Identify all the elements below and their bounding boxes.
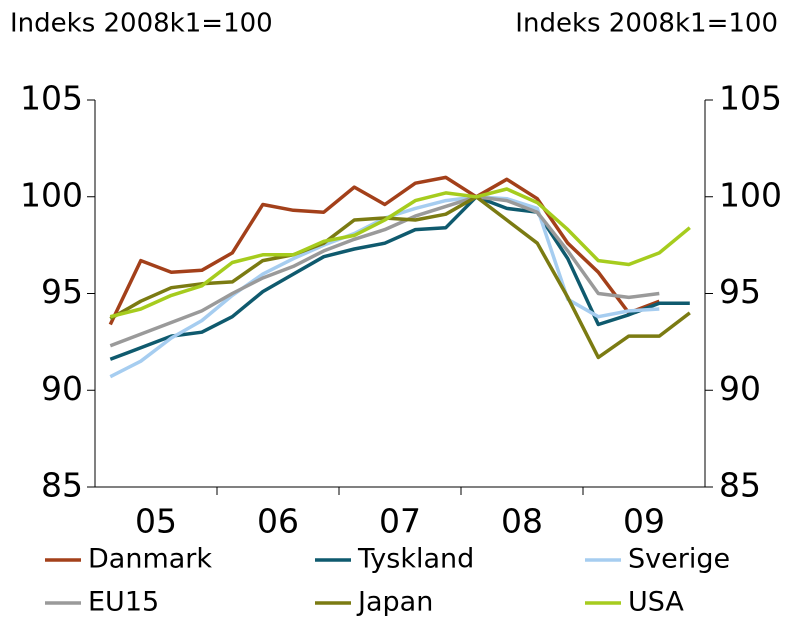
series-line xyxy=(109,195,660,348)
y-tick-label: 90 xyxy=(41,369,83,408)
y-tick-label: 85 xyxy=(41,466,83,505)
y2-tick-label: 100 xyxy=(719,175,782,214)
y2-tick-label: 95 xyxy=(719,272,761,311)
x-tick-label: 08 xyxy=(501,502,543,541)
x-tick-label: 05 xyxy=(135,502,177,541)
x-tick-label: 09 xyxy=(623,502,665,541)
y-tick-label: 100 xyxy=(20,175,83,214)
y-axis-title: Indeks 2008k1=100 xyxy=(10,9,273,39)
x-tick-label: 07 xyxy=(379,502,421,541)
y2-tick-label: 85 xyxy=(719,466,761,505)
legend-label: Japan xyxy=(356,587,433,618)
y-tick-label: 95 xyxy=(41,272,83,311)
legend-label: EU15 xyxy=(88,587,159,618)
legend-label: Tyskland xyxy=(357,544,474,575)
series-line xyxy=(108,175,660,326)
legend-label: Danmark xyxy=(88,544,212,575)
y2-tick-label: 105 xyxy=(719,79,782,118)
x-tick-label: 06 xyxy=(257,502,299,541)
legend-label: USA xyxy=(628,587,684,618)
series-line xyxy=(109,195,660,379)
series-line xyxy=(109,187,691,319)
legend-label: Sverige xyxy=(628,544,730,575)
y-tick-label: 105 xyxy=(20,79,83,118)
y2-axis-title: Indeks 2008k1=100 xyxy=(515,9,778,39)
y2-tick-label: 90 xyxy=(719,369,761,408)
